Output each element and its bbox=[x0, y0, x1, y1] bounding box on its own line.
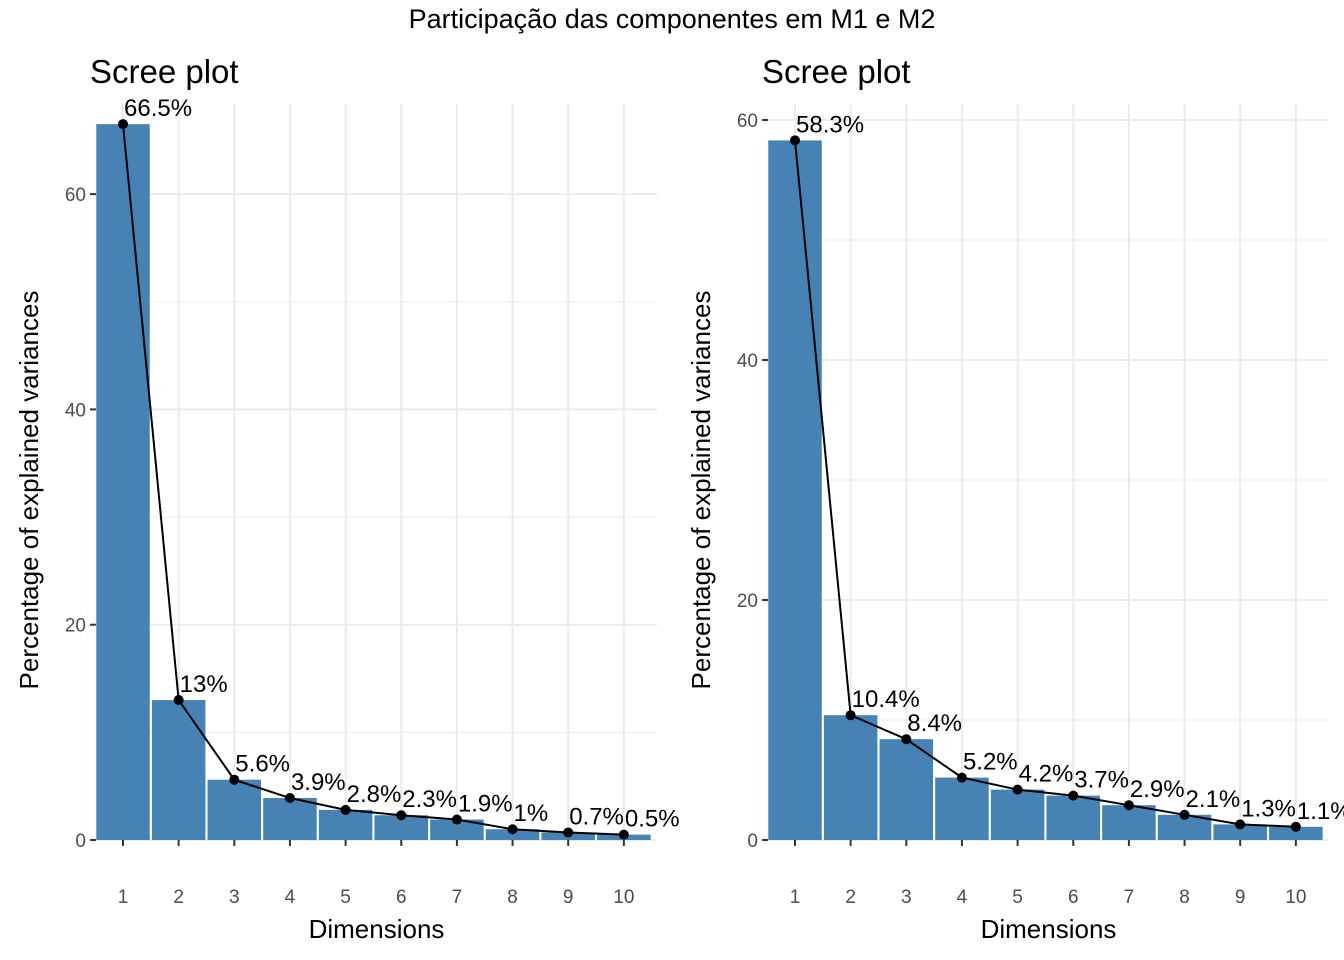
data-label-9: 0.7% bbox=[569, 803, 624, 830]
bar-5 bbox=[318, 809, 373, 840]
data-label-10: 0.5% bbox=[625, 806, 680, 833]
y-tick-label: 40 bbox=[737, 351, 758, 372]
data-point-2 bbox=[845, 710, 856, 721]
data-point-7 bbox=[1123, 800, 1134, 811]
data-point-4 bbox=[956, 772, 967, 783]
bar-3 bbox=[207, 779, 262, 840]
data-point-10 bbox=[1290, 821, 1301, 832]
data-label-3: 8.4% bbox=[907, 710, 962, 737]
data-label-2: 13% bbox=[180, 671, 228, 698]
x-tick-label: 5 bbox=[1012, 887, 1023, 908]
x-tick-label: 7 bbox=[1124, 887, 1135, 908]
panel-title: Scree plot bbox=[762, 53, 911, 90]
y-tick-label: 20 bbox=[65, 616, 86, 637]
data-point-9 bbox=[563, 827, 574, 838]
x-tick-label: 6 bbox=[1068, 887, 1079, 908]
x-tick-label: 1 bbox=[118, 887, 129, 908]
data-point-10 bbox=[618, 829, 629, 840]
bar-1 bbox=[768, 140, 822, 840]
x-tick-label: 9 bbox=[1235, 887, 1246, 908]
data-label-1: 66.5% bbox=[124, 95, 192, 122]
data-label-4: 3.9% bbox=[291, 769, 346, 796]
x-tick-label: 3 bbox=[901, 887, 912, 908]
trend-line bbox=[122, 124, 624, 836]
data-label-8: 2.1% bbox=[1186, 786, 1241, 813]
y-axis-title: Percentage of explained variances bbox=[686, 291, 716, 690]
data-label-5: 4.2% bbox=[1019, 761, 1074, 788]
data-point-3 bbox=[901, 734, 912, 745]
y-tick-label: 20 bbox=[737, 591, 758, 612]
data-point-9 bbox=[1235, 819, 1246, 830]
y-tick-label: 40 bbox=[65, 400, 86, 421]
x-tick-label: 4 bbox=[285, 887, 296, 908]
y-tick-label: 0 bbox=[75, 831, 86, 852]
y-tick-label: 0 bbox=[747, 831, 758, 852]
bar-5 bbox=[990, 789, 1045, 840]
bar-1 bbox=[96, 124, 150, 841]
data-label-6: 2.3% bbox=[402, 786, 457, 813]
y-tick-label: 60 bbox=[737, 111, 758, 132]
bar-10 bbox=[1269, 826, 1323, 840]
bar-2 bbox=[823, 715, 878, 840]
bar-7 bbox=[430, 819, 484, 840]
trend-line bbox=[794, 140, 1296, 828]
data-point-5 bbox=[340, 804, 351, 815]
x-tick-label: 10 bbox=[1285, 887, 1306, 908]
data-point-1 bbox=[118, 119, 128, 130]
data-point-1 bbox=[790, 135, 800, 146]
x-tick-label: 2 bbox=[845, 887, 856, 908]
data-point-5 bbox=[1012, 784, 1023, 795]
data-label-5: 2.8% bbox=[347, 781, 402, 808]
scree-plot-panel-2: 58.3% 10.4%8.4%5.2% 4.2% 3.7% 2.9% 2.1% 1.3% 1.… bbox=[686, 53, 1344, 944]
data-point-6 bbox=[396, 810, 407, 821]
data-label-1: 58.3% bbox=[796, 111, 864, 138]
bar-3 bbox=[879, 739, 934, 840]
data-label-2: 10.4% bbox=[852, 686, 920, 713]
bar-8 bbox=[485, 829, 540, 840]
x-tick-label: 10 bbox=[613, 887, 634, 908]
data-label-3: 5.6% bbox=[235, 751, 290, 778]
x-tick-label: 9 bbox=[563, 887, 574, 908]
data-label-10: 1.1% bbox=[1297, 798, 1344, 825]
x-tick-label: 8 bbox=[1179, 887, 1190, 908]
data-point-4 bbox=[284, 793, 295, 804]
x-tick-label: 7 bbox=[452, 887, 463, 908]
bar-6 bbox=[1046, 795, 1100, 840]
x-tick-label: 4 bbox=[957, 887, 968, 908]
data-label-8: 1% bbox=[514, 800, 549, 827]
bar-4 bbox=[263, 798, 317, 840]
data-point-6 bbox=[1068, 790, 1079, 801]
x-tick-label: 1 bbox=[790, 887, 801, 908]
bar-4 bbox=[935, 777, 989, 840]
data-point-8 bbox=[507, 824, 518, 835]
x-tick-label: 6 bbox=[396, 887, 407, 908]
data-point-3 bbox=[229, 774, 240, 785]
figure-title: Participação das componentes em M1 e M2 bbox=[408, 4, 936, 34]
data-point-7 bbox=[451, 814, 462, 825]
x-tick-label: 2 bbox=[173, 887, 184, 908]
data-label-6: 3.7% bbox=[1074, 767, 1129, 794]
scree-plot-panel-1: 66.5% 13% 5.6%3.9% 2.8% 2.3% 1.9% 1% 0.7% 0.5% 0 2… bbox=[14, 53, 680, 944]
y-tick-label: 60 bbox=[65, 185, 86, 206]
data-label-9: 1.3% bbox=[1241, 795, 1296, 822]
data-point-2 bbox=[173, 695, 184, 706]
bar-2 bbox=[151, 700, 206, 840]
bar-9 bbox=[1213, 824, 1267, 840]
x-tick-label: 8 bbox=[507, 887, 518, 908]
y-axis-title: Percentage of explained variances bbox=[14, 291, 44, 690]
data-label-7: 1.9% bbox=[458, 791, 513, 818]
data-label-7: 2.9% bbox=[1130, 776, 1185, 803]
data-label-4: 5.2% bbox=[963, 749, 1018, 776]
x-axis-title: Dimensions bbox=[981, 914, 1117, 944]
data-point-8 bbox=[1179, 809, 1190, 820]
x-tick-label: 3 bbox=[229, 887, 240, 908]
x-tick-label: 5 bbox=[340, 887, 351, 908]
panel-title: Scree plot bbox=[90, 53, 239, 90]
x-axis-title: Dimensions bbox=[309, 914, 445, 944]
bar-7 bbox=[1102, 805, 1156, 840]
